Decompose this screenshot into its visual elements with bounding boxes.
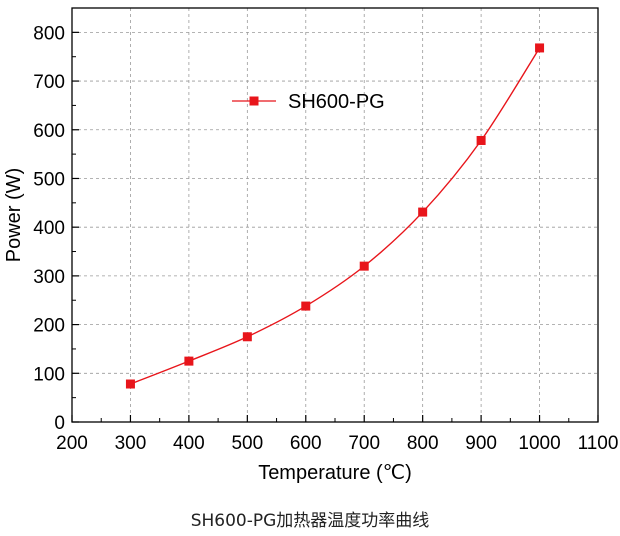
legend-label: SH600-PG — [288, 91, 385, 113]
data-point-marker — [418, 207, 428, 217]
x-tick-label: 500 — [231, 433, 263, 454]
x-tick-label: 800 — [407, 433, 439, 454]
y-tick-label: 300 — [33, 267, 65, 288]
grid-lines — [72, 8, 598, 422]
x-tick-label: 200 — [56, 433, 88, 454]
x-tick-label: 600 — [290, 433, 322, 454]
y-tick-label: 0 — [54, 413, 65, 434]
data-point-marker — [184, 356, 194, 366]
x-tick-label: 700 — [348, 433, 380, 454]
x-tick-label: 400 — [173, 433, 205, 454]
y-axis-title: Power (W) — [3, 168, 25, 262]
data-point-marker — [359, 261, 369, 271]
x-tick-label: 300 — [115, 433, 147, 454]
data-point-marker — [476, 135, 486, 145]
power-temperature-chart: 200 300 400 500 600 700 800 900 1000 1100 0 100 200… — [3, 7, 618, 484]
y-tick-label: 400 — [33, 218, 65, 239]
x-tick-label: 1100 — [578, 433, 619, 454]
data-point-marker — [125, 379, 135, 389]
y-tick-labels: 0 100 200 300 400 500 600 700 800 — [33, 23, 65, 434]
data-point-marker — [242, 332, 252, 342]
data-point-marker — [535, 43, 545, 53]
figure-caption: SH600-PG加热器温度功率曲线 — [190, 511, 430, 531]
x-axis-title: Temperature (℃) — [258, 462, 412, 484]
legend: SH600-PG — [232, 91, 385, 113]
y-tick-label: 500 — [33, 169, 65, 190]
y-tick-label: 200 — [33, 316, 65, 337]
x-tick-label: 1000 — [518, 433, 560, 454]
y-tick-label: 800 — [33, 23, 65, 44]
x-tick-labels: 200 300 400 500 600 700 800 900 1000 1100 — [56, 433, 618, 454]
y-tick-label: 700 — [33, 72, 65, 93]
y-tick-label: 100 — [33, 364, 65, 385]
legend-marker-square — [249, 96, 259, 106]
plot-frame — [71, 7, 599, 423]
y-tick-label: 600 — [33, 121, 65, 142]
data-point-marker — [301, 301, 311, 311]
axis-ticks — [71, 7, 599, 423]
x-tick-label: 900 — [465, 433, 497, 454]
series-layer — [125, 43, 545, 389]
